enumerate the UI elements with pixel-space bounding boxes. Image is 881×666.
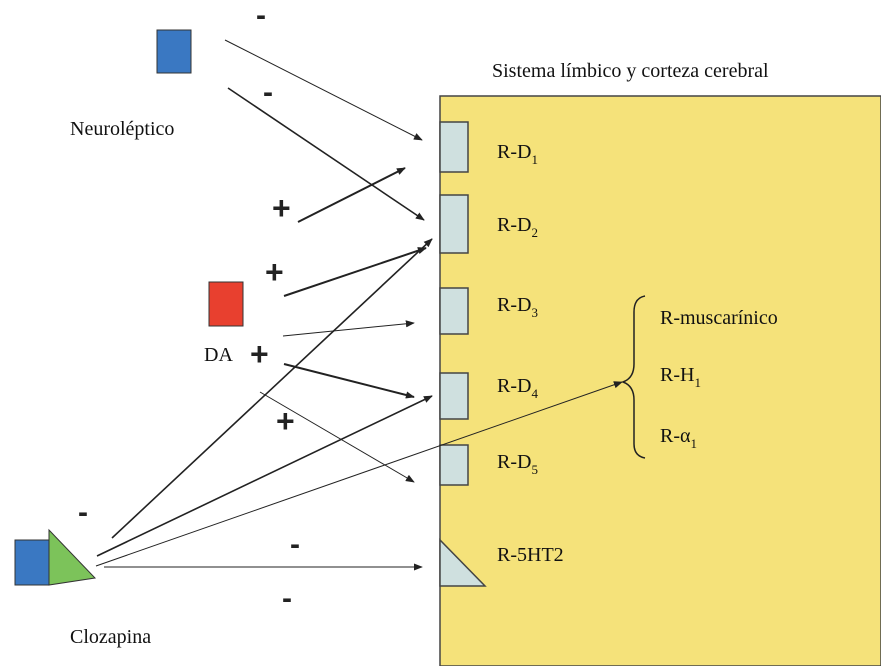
receptor-label-d1: R-D1 [497, 141, 538, 167]
receptor-label-h1: R-H1 [660, 364, 701, 390]
receptor-label-d5: R-D5 [497, 451, 538, 477]
sign-neuroleptic-d1: - [256, 0, 266, 32]
receptor-d5-box [439, 444, 469, 486]
arrow-da-to-d4 [283, 363, 415, 399]
sign-da-d3-d4: + [250, 336, 269, 372]
arrow-da-to-d2 [283, 247, 427, 297]
receptor-d4-box [439, 372, 469, 420]
sign-da-d5: + [276, 403, 295, 439]
arrow-neuroleptic-to-d1 [224, 39, 423, 141]
region-title: Sistema límbico y corteza cerebral [492, 60, 769, 82]
sign-da-d2: + [265, 254, 284, 290]
clozapine-triangle [48, 528, 97, 586]
arrow-da-to-d3 [282, 320, 415, 337]
receptor-label-d3: R-D3 [497, 294, 538, 320]
receptor-label-d4: R-D4 [497, 375, 538, 401]
receptor-d2-box [439, 194, 469, 254]
receptor-label-alpha1: R-α1 [660, 425, 697, 451]
sign-clozapine-d2: - [78, 496, 88, 529]
arrow-neuroleptic-to-d2 [227, 87, 425, 221]
dopamine-label: DA [204, 344, 233, 366]
receptor-label-muscarinic: R-muscarínico [660, 307, 778, 329]
sign-neuroleptic-d2: - [263, 76, 273, 109]
sign-clozapine-5ht2: - [290, 528, 300, 561]
arrow-da-to-d5 [259, 391, 415, 483]
arrow-clozapine-to-d2 [111, 238, 433, 539]
sign-clozapine-lower: - [282, 582, 292, 615]
clozapine-square [14, 539, 50, 586]
receptor-5ht2-triangle [439, 538, 487, 587]
receptor-group-brace [620, 295, 646, 459]
arrow-clozapine-to-d4 [96, 395, 433, 557]
limbic-cortex-region [439, 95, 881, 666]
receptor-label-d2: R-D2 [497, 214, 538, 240]
receptor-label-5ht2: R-5HT2 [497, 544, 564, 566]
dopamine-square [208, 281, 244, 327]
arrow-clozapine-to-other [95, 381, 623, 567]
clozapine-label: Clozapina [70, 626, 151, 648]
neuroleptic-square [156, 29, 192, 74]
arrow-da-to-d1 [297, 167, 406, 223]
sign-da-d1: + [272, 190, 291, 226]
neuroleptic-label: Neuroléptico [70, 118, 174, 140]
receptor-d1-box [439, 121, 469, 173]
receptor-d3-box [439, 287, 469, 335]
